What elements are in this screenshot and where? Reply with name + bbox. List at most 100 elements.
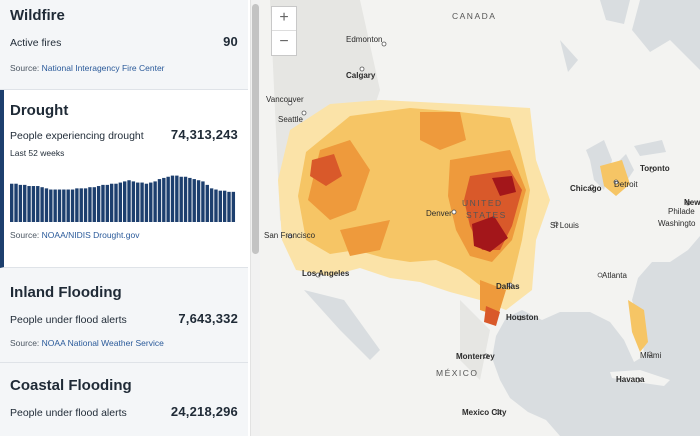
drought-bar <box>23 184 27 222</box>
country-label-united: UNITED <box>462 198 503 208</box>
drought-bar <box>136 182 140 222</box>
city-label-chicago: Chicago <box>570 184 602 193</box>
country-label-canada: CANADA <box>452 11 496 21</box>
drought-bar <box>214 189 218 222</box>
sidebar-scrollbar[interactable] <box>250 0 260 436</box>
drought-bar <box>123 181 127 222</box>
drought-bar <box>188 177 192 222</box>
coastal-flooding-value: 24,218,296 <box>170 404 238 419</box>
drought-bar <box>44 188 49 222</box>
gulf-of-mexico <box>520 330 610 378</box>
wildfire-title: Wildfire <box>10 7 65 24</box>
wildfire-source-link[interactable]: National Interagency Fire Center <box>41 63 165 73</box>
city-label-vancouver: Vancouver <box>266 95 304 104</box>
drought-bar <box>36 186 40 222</box>
city-label-houston: Houston <box>506 313 539 322</box>
drought-bar <box>75 188 79 222</box>
drought-value: 74,313,243 <box>170 127 238 142</box>
drought-bar <box>222 190 227 222</box>
city-label-havana: Havana <box>616 375 645 384</box>
drought-area <box>308 112 526 316</box>
inland-flooding-source: Source: NOAA National Weather Service <box>10 338 238 348</box>
city-markers <box>287 41 691 415</box>
city-label-st-louis: St Louis <box>550 221 579 230</box>
wildfire-card[interactable]: Wildfire Active fires 90 Source: Nationa… <box>0 0 248 90</box>
country-label-states: STATES <box>466 210 507 220</box>
city-label-washington: Washingto <box>658 219 696 228</box>
drought-area <box>310 154 522 326</box>
zoom-control: + − <box>271 6 297 56</box>
city-label-detroit: Detroit <box>614 180 638 189</box>
coastal-flooding-title: Coastal Flooding <box>10 377 132 394</box>
drought-bar <box>170 175 175 222</box>
drought-bar <box>218 190 223 222</box>
city-label-calgary: Calgary <box>346 71 376 80</box>
gulf-of-california <box>304 290 380 360</box>
drought-bar <box>31 186 36 222</box>
city-label-toronto: Toronto <box>640 164 670 173</box>
inland-flooding-card[interactable]: Inland Flooding People under flood alert… <box>0 268 248 363</box>
city-label-seattle: Seattle <box>278 115 303 124</box>
drought-bar <box>153 181 157 222</box>
city-label-denver: Denver <box>426 209 452 218</box>
drought-bar <box>57 189 62 222</box>
drought-card[interactable]: Drought People experiencing drought 74,3… <box>0 90 248 268</box>
coastal-flooding-label: People under flood alerts <box>10 407 127 419</box>
drought-bar <box>175 175 179 222</box>
drought-bar <box>109 183 114 222</box>
drought-bar <box>40 187 44 222</box>
drought-title: Drought <box>10 102 69 119</box>
drought-bar <box>49 189 53 222</box>
drought-bar <box>118 182 123 222</box>
drought-bar <box>205 184 209 222</box>
drought-label: People experiencing drought <box>10 130 144 142</box>
drought-bar <box>192 179 196 222</box>
zoom-in-button[interactable]: + <box>272 7 296 31</box>
drought-bar <box>209 188 214 222</box>
map-canvas: CANADA UNITED STATES MÉXICO Edmonton Cal… <box>260 0 700 436</box>
drought-bar <box>105 184 110 222</box>
drought-bar <box>196 180 201 222</box>
drought-bar <box>96 186 101 222</box>
scrollbar-thumb[interactable] <box>252 4 259 254</box>
drought-bar <box>114 183 118 222</box>
drought-bar <box>157 179 162 222</box>
city-label-miami: Miami <box>640 351 662 360</box>
drought-bar <box>53 189 57 222</box>
wildfire-value: 90 <box>223 34 238 49</box>
drought-bar <box>231 191 236 222</box>
coastal-flooding-card[interactable]: Coastal Flooding People under flood aler… <box>0 363 248 436</box>
drought-bar <box>144 183 149 222</box>
drought-bar <box>162 177 166 222</box>
drought-bar <box>179 176 183 222</box>
drought-bar <box>149 182 153 222</box>
source-prefix: Source: <box>10 230 42 240</box>
drought-bar <box>18 184 23 222</box>
drought-bar <box>66 189 70 222</box>
drought-area <box>600 160 648 352</box>
drought-bar <box>70 189 75 222</box>
drought-source: Source: NOAA/NIDIS Drought.gov <box>10 230 238 240</box>
drought-bar <box>14 183 18 222</box>
city-label-atlanta: Atlanta <box>602 271 627 280</box>
drought-bar <box>88 187 92 222</box>
city-label-dallas: Dallas <box>496 282 520 291</box>
inland-flooding-source-link[interactable]: NOAA National Weather Service <box>41 338 164 348</box>
city-label-edmonton: Edmonton <box>346 35 382 44</box>
drought-bar <box>83 188 88 222</box>
city-label-philadelphia: Philade <box>668 207 695 216</box>
wildfire-label: Active fires <box>10 37 62 49</box>
drought-bar <box>127 180 131 222</box>
drought-bar <box>131 181 136 222</box>
drought-bar <box>140 182 144 222</box>
drought-source-link[interactable]: NOAA/NIDIS Drought.gov <box>41 230 140 240</box>
drought-bar <box>79 188 83 222</box>
drought-period: Last 52 weeks <box>10 148 65 158</box>
drought-bar <box>92 187 96 222</box>
drought-bar <box>201 181 205 222</box>
zoom-out-button[interactable]: − <box>279 33 289 50</box>
cuba <box>610 370 670 386</box>
drought-map[interactable]: CANADA UNITED STATES MÉXICO Edmonton Cal… <box>260 0 700 436</box>
city-label-los-angeles: Los Angeles <box>302 269 350 278</box>
inland-flooding-title: Inland Flooding <box>10 284 122 301</box>
